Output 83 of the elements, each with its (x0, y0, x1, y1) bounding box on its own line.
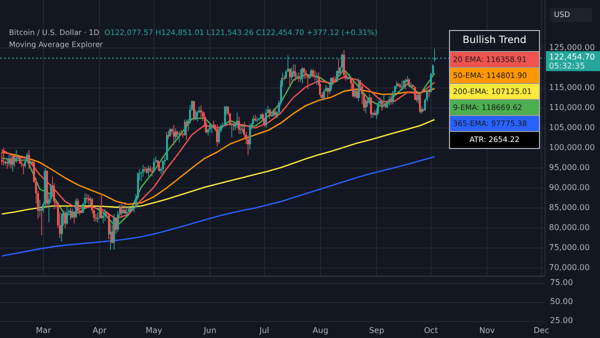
candlestick (142, 164, 144, 178)
candlestick (8, 154, 10, 168)
candlestick (383, 94, 385, 108)
x-tick-label: Sep (369, 326, 384, 335)
candlestick (258, 117, 260, 122)
candlestick (218, 126, 220, 144)
y-tick-label: 95,000.00 (549, 163, 590, 172)
text: 75.00 (550, 278, 573, 288)
candlestick (39, 199, 41, 218)
candlestick (296, 72, 298, 80)
y-tick-label: 100,000.00 (549, 143, 595, 152)
ref-line-label: 122,454.70 (549, 52, 595, 62)
candlestick (298, 72, 300, 82)
candlestick (180, 129, 182, 136)
candlestick (403, 80, 405, 90)
candlestick (95, 214, 97, 222)
candlestick (327, 87, 329, 98)
text: 50.00 (550, 296, 573, 307)
candlestick (15, 150, 17, 164)
candlestick (408, 78, 410, 88)
y-tick-label: 80,000.00 (549, 223, 590, 232)
candlestick (162, 160, 164, 175)
candlestick (86, 194, 88, 204)
x-tick-label: Apr (92, 326, 108, 335)
y-tick-label: 115,000.00 (549, 83, 595, 92)
x-tick-label: Mar (36, 326, 52, 335)
candlestick (249, 123, 251, 150)
candlestick (75, 198, 77, 220)
candlestick (151, 166, 153, 177)
candlestick (173, 124, 175, 146)
candlestick (419, 94, 421, 114)
candlestick (392, 90, 394, 105)
candlestick (28, 150, 30, 170)
y-tick-label: 110,000.00 (549, 103, 595, 112)
candlestick (144, 166, 146, 173)
x-tick-label: Nov (479, 326, 496, 335)
candlestick (265, 108, 267, 128)
candlestick (381, 98, 383, 112)
y-tick-label: 105,000.00 (549, 123, 595, 132)
candlestick (323, 88, 325, 101)
candlestick (370, 96, 372, 118)
candlestick (238, 116, 240, 134)
candlestick (193, 100, 195, 122)
candlestick (73, 211, 75, 224)
candlestick (10, 154, 12, 169)
candlestick (401, 80, 403, 91)
y-tick-label: 90,000.00 (549, 183, 590, 192)
y-tick-label: 85,000.00 (549, 203, 590, 212)
x-tick-label: Dec (534, 326, 550, 335)
text: 25.00 (550, 316, 573, 326)
candlestick (352, 80, 354, 98)
candlestick (247, 134, 249, 156)
y-tick-label: 70,000.00 (549, 263, 590, 272)
x-tick-label: Jul (258, 326, 270, 335)
candlestick (104, 208, 106, 222)
candlestick (316, 72, 318, 86)
candlestick (6, 158, 8, 170)
candlestick (153, 158, 155, 172)
x-tick-label: Aug (312, 326, 328, 335)
candlestick (388, 96, 390, 106)
y-tick-label: 75,000.00 (549, 243, 590, 252)
candlestick (102, 212, 104, 224)
y-tick-label: 125,000.00 (549, 43, 595, 52)
candlestick (428, 88, 430, 98)
candlestick (256, 116, 258, 123)
candlestick (111, 224, 113, 244)
text: 05:32:35 (549, 61, 585, 70)
x-tick-label: May (146, 326, 162, 335)
candlestick (356, 88, 358, 99)
candlestick (236, 112, 238, 128)
candlestick (303, 67, 305, 80)
candlestick (64, 210, 66, 229)
candlestick (124, 202, 126, 214)
legend-title: Bullish Trend (462, 34, 528, 48)
candlestick (200, 104, 202, 118)
candlestick (115, 216, 117, 234)
candlestick (390, 94, 392, 106)
x-tick-label: Oct (424, 326, 438, 335)
x-tick-label: Jun (202, 326, 216, 335)
candlestick (294, 64, 296, 82)
candlestick (26, 152, 28, 163)
candlestick (77, 198, 79, 214)
candlestick (66, 206, 68, 226)
